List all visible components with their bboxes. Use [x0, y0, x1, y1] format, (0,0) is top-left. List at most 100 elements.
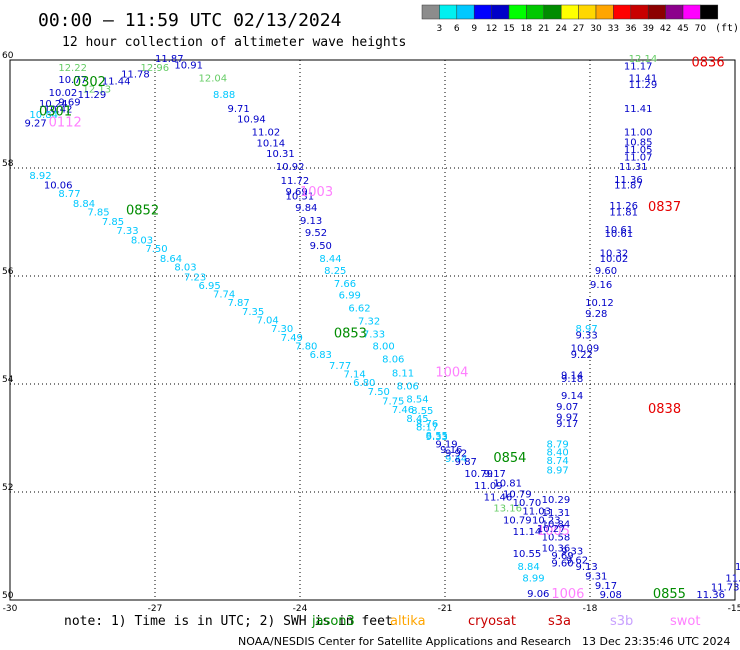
wave-height-value: 8.74	[547, 456, 569, 467]
wave-height-value: 8.11	[392, 368, 414, 379]
colorbar-label: 39	[642, 24, 654, 34]
colorbar: 3 6 9 12 15 18 21 24 27 30 33 36 39 42 45 70	[421, 4, 719, 34]
wave-height-value: 10.31	[266, 149, 295, 160]
wave-height-value: 8.79	[547, 440, 569, 451]
colorbar-label: 9	[471, 24, 477, 34]
colorbar-unit: (ft)	[715, 23, 739, 34]
colorbar-label: 27	[573, 24, 584, 34]
wave-height-value: 9.22	[571, 350, 593, 361]
wave-height-value: 7.49	[281, 333, 303, 344]
colorbar-swatch	[647, 4, 666, 20]
colorbar-label: 21	[538, 24, 549, 34]
wave-height-value: 9.16	[590, 280, 612, 291]
pass-time-label: 0837	[648, 200, 681, 215]
wave-height-value: 9.16	[440, 445, 462, 456]
y-tick-label: 60	[2, 51, 14, 61]
wave-height-value: 8.84	[518, 562, 540, 573]
wave-height-value: 7.66	[334, 279, 356, 290]
colorbar-label: 18	[521, 24, 533, 34]
wave-height-value: 7.50	[145, 244, 167, 255]
wave-height-value: 10.94	[237, 115, 266, 126]
x-tick-label: -21	[438, 604, 453, 614]
wave-height-value: 7.80	[295, 341, 317, 352]
wave-height-value: 7.23	[184, 272, 206, 283]
wave-height-value: 7.85	[102, 217, 124, 228]
wave-height-value: 9.60	[595, 266, 617, 277]
wave-height-value: 11.17	[624, 62, 653, 73]
wave-height-value: 11.73	[711, 582, 740, 593]
colorbar-swatch	[491, 4, 510, 20]
x-tick-label: -18	[583, 604, 598, 614]
axis-ticks: -30 -27 -24 -21 -18 -15 50 52 54 56 58 60	[2, 51, 740, 614]
wave-height-value: 9.18	[561, 374, 583, 385]
wave-height-value: 11.09	[474, 481, 503, 492]
pass-time-label: 0302	[73, 75, 106, 90]
wave-height-value: 8.06	[382, 354, 404, 365]
pass-time-label: 0836	[692, 55, 725, 70]
wave-height-value: 11.41	[624, 104, 653, 115]
wave-height-value: 10.58	[542, 533, 571, 544]
wave-height-value: 9.33	[426, 432, 448, 443]
wave-height-value: 10.24	[39, 99, 68, 110]
wave-height-value: 6.99	[339, 291, 361, 302]
wave-height-value: 9.08	[600, 590, 622, 601]
wave-height-value: 7.50	[368, 387, 390, 398]
wave-height-value: 10.36	[542, 543, 571, 554]
wave-height-value: 10.02	[600, 254, 629, 265]
wave-height-value: 8.03	[131, 236, 153, 247]
wave-height-value: 10.84	[29, 110, 58, 121]
wave-height-value: 10.09	[571, 344, 600, 355]
footer-note: note: 1) Time is in UTC; 2) SWH is in fe…	[64, 614, 393, 629]
colorbar-swatch	[630, 4, 649, 20]
pass-time-label: 1005	[537, 524, 570, 539]
wave-height-value: 13.16	[493, 503, 522, 514]
grid-lines	[10, 60, 735, 600]
wave-height-value: 8.25	[324, 266, 346, 277]
wave-height-value: 11.36	[696, 590, 725, 601]
colorbar-swatch	[508, 4, 527, 20]
colorbar-swatch	[526, 4, 545, 20]
wave-height-value: 11.29	[629, 80, 658, 91]
wave-height-value: 8.84	[73, 199, 95, 210]
wave-height-value: 10.79	[464, 469, 493, 480]
wave-height-value: 9.14	[561, 391, 583, 402]
wave-height-value: 9.33	[561, 547, 583, 558]
wave-height-value: 9.33	[576, 331, 598, 342]
wave-height-value: 9.17	[595, 581, 617, 592]
chart-subtitle: 12 hour collection of altimeter wave hei…	[62, 35, 406, 50]
wave-height-value: 9.92	[445, 448, 467, 459]
wave-height-value: 12.04	[199, 74, 228, 85]
pass-time-label: 1006	[551, 587, 584, 602]
wave-height-value: 7.04	[257, 316, 279, 327]
wave-height-value: 11.41	[629, 74, 658, 85]
satellite-legend-item: s3b	[610, 614, 633, 629]
wave-height-value: 8.77	[58, 189, 80, 200]
footer-credit: NOAA/NESDIS Center for Satellite Applica…	[238, 635, 571, 648]
wave-height-value: 10.61	[605, 229, 634, 240]
wave-height-value: 10.79	[503, 489, 532, 500]
colorbar-label: 6	[454, 24, 460, 34]
wave-height-value: 10.06	[44, 181, 73, 192]
wave-height-value: 10.91	[174, 61, 203, 72]
satellite-legend: jason3 altika cryosat s3a s3b swot	[311, 614, 700, 629]
wave-height-value: 6.80	[353, 378, 375, 389]
wave-height-value: 8.97	[547, 466, 569, 477]
wave-height-value: 12.14	[629, 54, 658, 65]
y-tick-label: 58	[2, 159, 14, 169]
wave-height-value: 10.79	[503, 515, 532, 526]
wave-height-value: 7.30	[271, 324, 293, 335]
wave-height-value: 9.13	[300, 216, 322, 227]
wave-height-value: 11.03	[522, 507, 551, 518]
wave-height-value: 7.87	[228, 298, 250, 309]
wave-height-value: 8.00	[373, 341, 395, 352]
wave-height-value: 8.97	[576, 324, 598, 335]
wave-height-value: 11.81	[609, 208, 638, 219]
colorbar-label: 12	[486, 24, 497, 34]
colorbar-label: 30	[590, 24, 602, 34]
wave-height-value: 7.74	[213, 290, 235, 301]
wave-height-value: 8.64	[160, 254, 182, 265]
colorbar-swatch	[456, 4, 475, 20]
wave-height-value: 10.77	[58, 75, 87, 86]
wave-height-value: 9.87	[455, 457, 477, 468]
colorbar-label: 70	[695, 24, 707, 34]
